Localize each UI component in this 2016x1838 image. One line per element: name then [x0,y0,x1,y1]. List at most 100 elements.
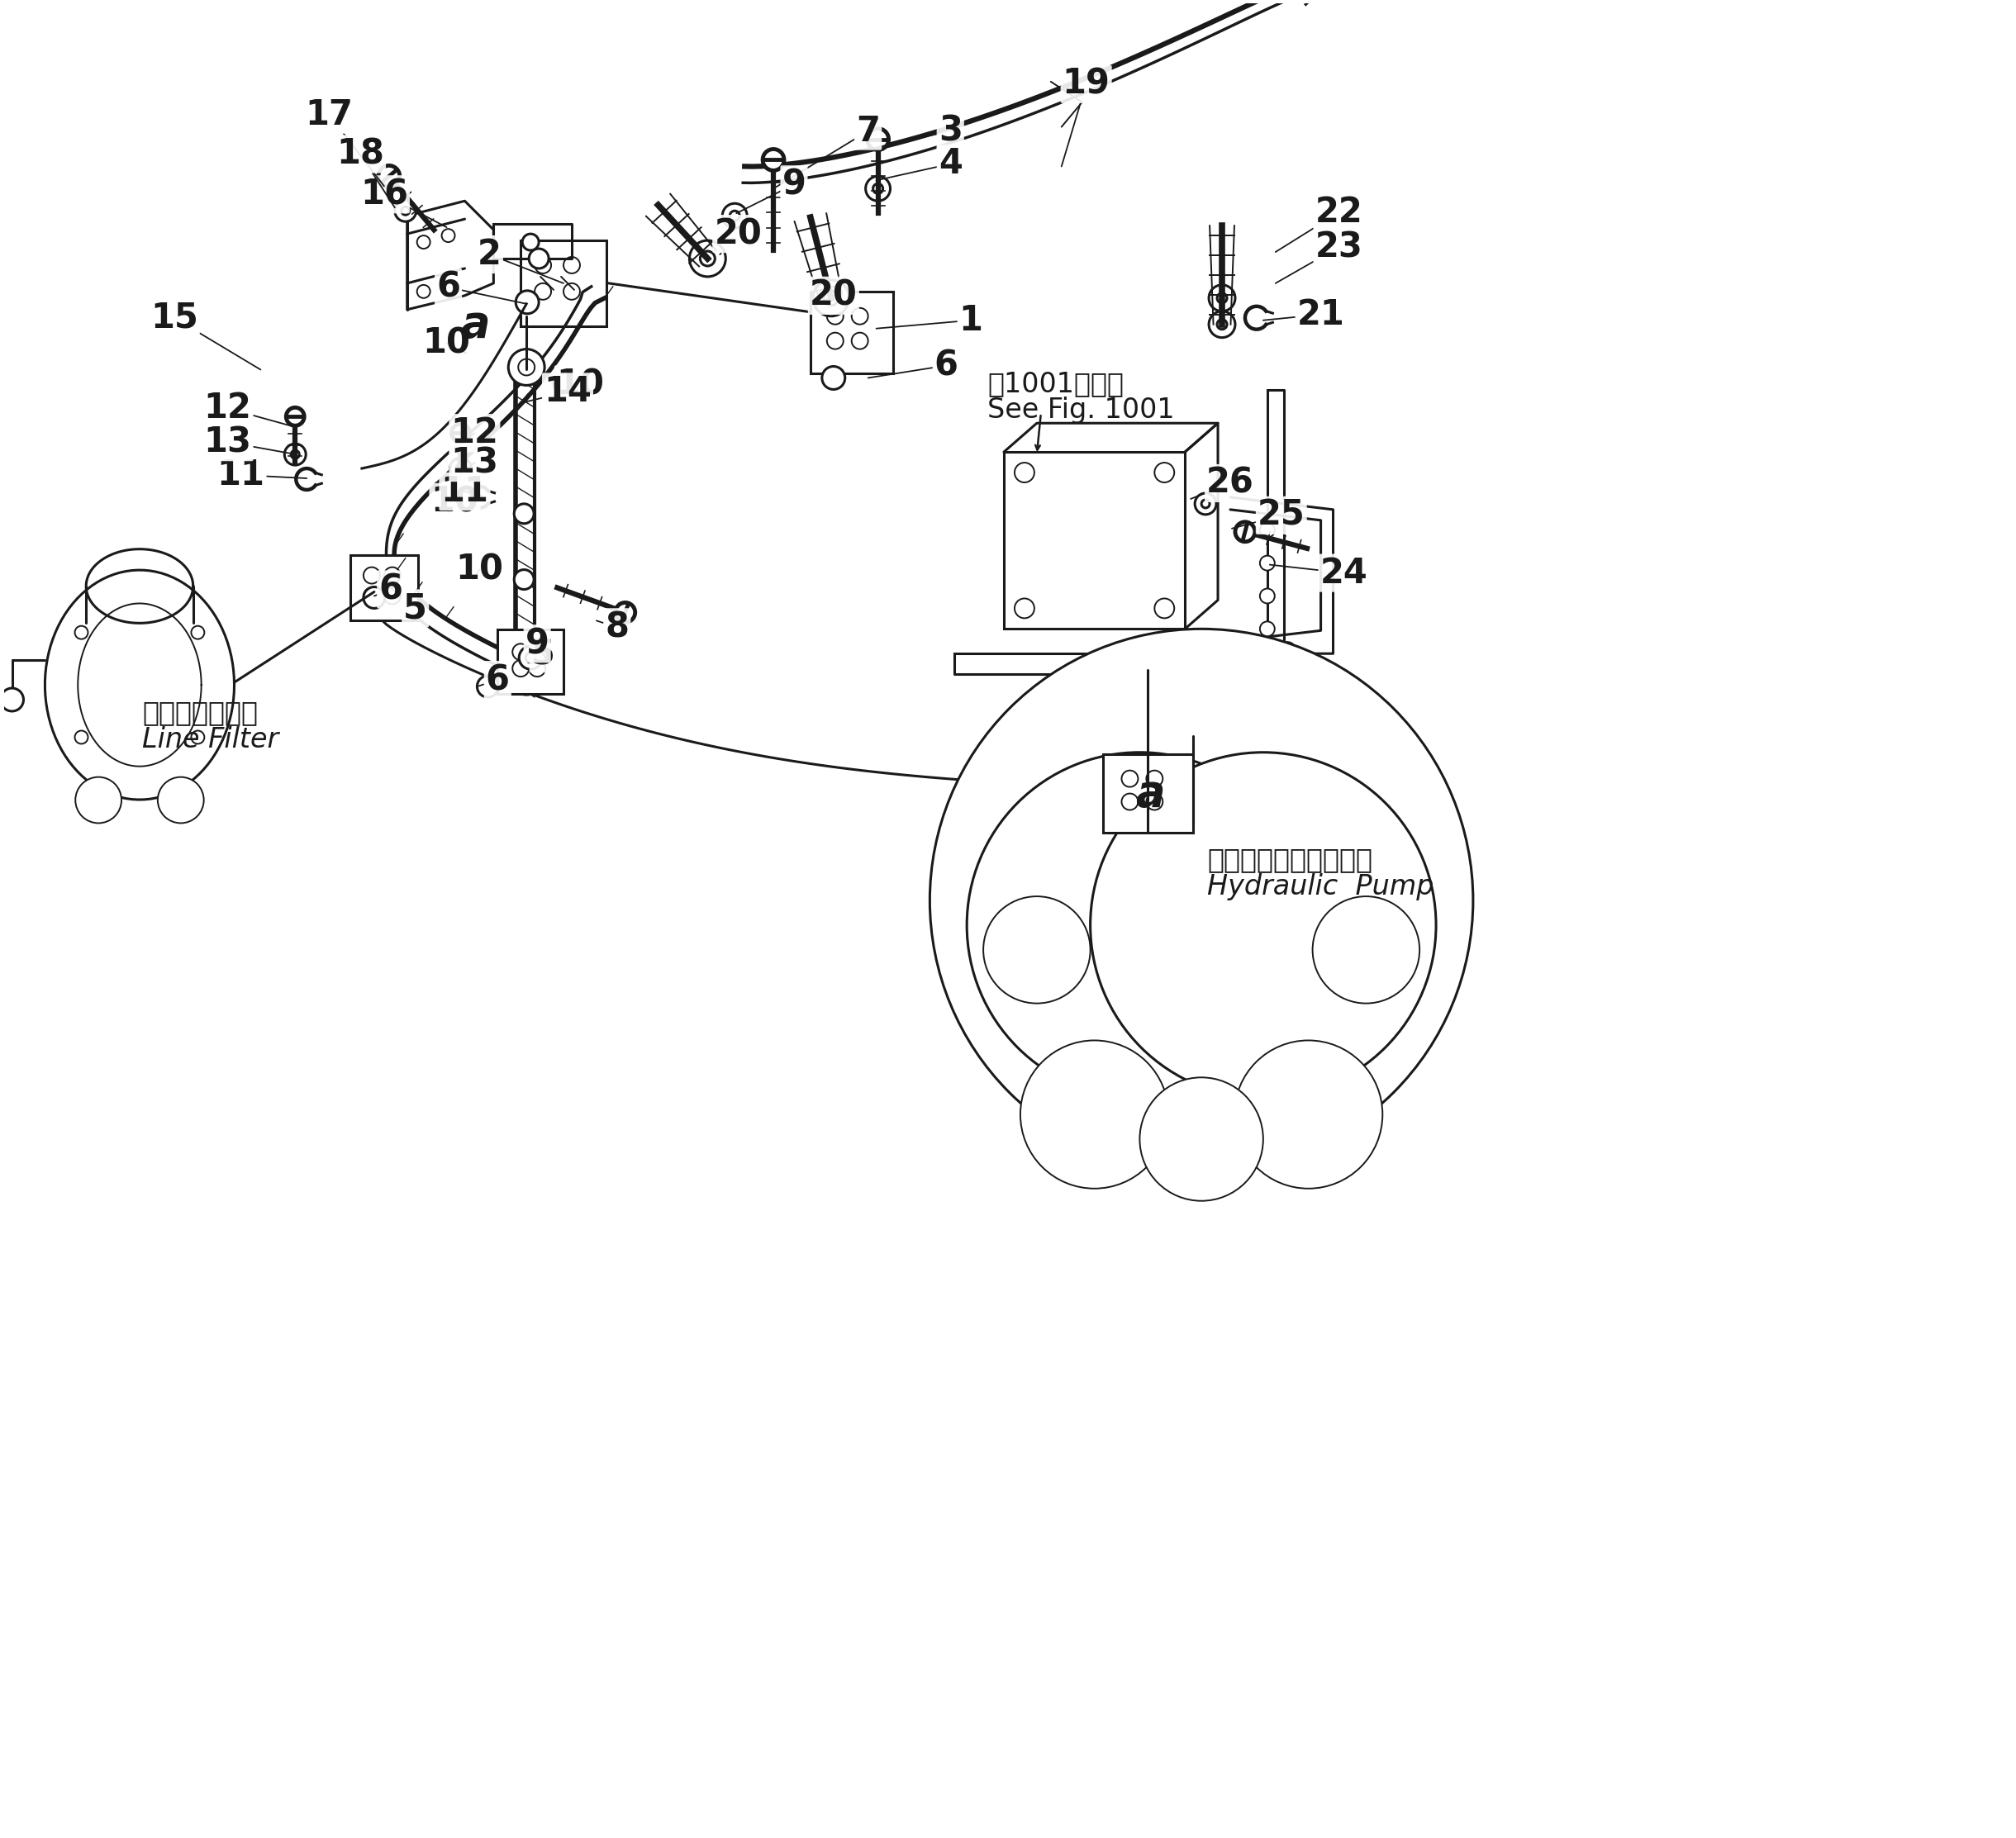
Circle shape [722,204,748,228]
Text: 20: 20 [810,278,857,312]
Circle shape [528,248,548,268]
Text: 6: 6 [375,572,403,607]
Bar [1103,754,1193,833]
Circle shape [696,246,720,270]
Circle shape [1236,522,1254,542]
Text: 6: 6 [478,662,510,697]
Circle shape [818,287,843,309]
Circle shape [0,687,24,711]
Circle shape [363,568,379,584]
Circle shape [534,283,550,300]
Circle shape [526,652,536,664]
Circle shape [1020,1040,1169,1189]
Circle shape [1210,311,1236,338]
Circle shape [1014,463,1034,482]
Circle shape [1014,599,1034,618]
Text: 14: 14 [522,375,591,410]
Text: 10: 10 [456,551,504,586]
Text: 6: 6 [435,270,526,305]
Text: Hydraulic  Pump: Hydraulic Pump [1208,873,1433,901]
Circle shape [75,777,121,823]
Circle shape [528,660,546,676]
Circle shape [401,206,409,215]
Text: 9: 9 [736,167,806,213]
Bar [498,630,564,695]
Circle shape [456,465,466,472]
Text: 12: 12 [452,415,498,450]
Bar [520,241,607,327]
Circle shape [286,408,304,426]
Circle shape [1155,463,1173,482]
Text: 21: 21 [1264,298,1345,333]
Text: 5: 5 [530,636,554,671]
Text: 2: 2 [478,237,564,283]
Text: 13: 13 [204,425,296,460]
Circle shape [75,627,89,640]
Text: 18: 18 [337,136,395,208]
Circle shape [700,252,716,267]
Circle shape [615,603,635,623]
Text: 16: 16 [361,176,448,228]
Bar [1004,452,1185,629]
Circle shape [873,184,883,193]
Bar [351,555,417,621]
Circle shape [522,233,538,250]
Circle shape [1155,599,1173,618]
Text: 22: 22 [1276,195,1363,252]
Text: a: a [1135,772,1165,814]
Circle shape [762,149,784,171]
Text: 12: 12 [204,391,296,426]
Circle shape [192,732,204,744]
Circle shape [1260,555,1274,570]
Circle shape [75,732,89,744]
Circle shape [363,586,385,608]
Text: 8: 8 [597,610,629,645]
Circle shape [851,333,869,349]
Text: See Fig. 1001: See Fig. 1001 [988,397,1175,423]
Circle shape [1260,522,1274,537]
Circle shape [284,443,306,465]
Circle shape [395,200,415,222]
Circle shape [157,777,204,823]
Circle shape [1091,752,1435,1097]
Circle shape [564,257,581,274]
Circle shape [450,458,472,480]
Circle shape [518,669,534,686]
Circle shape [968,752,1312,1097]
Text: 第1001図参照: 第1001図参照 [988,369,1123,397]
Circle shape [1121,770,1139,787]
Circle shape [929,629,1474,1173]
Text: 10: 10 [423,325,470,360]
Circle shape [689,241,726,278]
Circle shape [823,366,845,390]
Text: 17: 17 [304,97,385,186]
Circle shape [512,660,528,676]
Circle shape [564,283,581,300]
Circle shape [865,176,891,200]
Text: 11: 11 [442,474,488,509]
Text: 25: 25 [1232,498,1304,533]
Text: 24: 24 [1270,555,1367,590]
Circle shape [516,290,538,314]
Text: Line Filter: Line Filter [141,726,278,754]
Text: 26: 26 [1191,465,1254,500]
Circle shape [827,309,843,323]
Circle shape [508,658,544,695]
Circle shape [1234,1040,1383,1189]
Text: ハイドロリックポンプ: ハイドロリックポンプ [1208,845,1373,873]
Text: 11: 11 [218,458,306,493]
Circle shape [812,279,849,316]
Circle shape [512,643,528,660]
Circle shape [825,290,839,305]
Text: 23: 23 [1276,230,1363,283]
Circle shape [514,570,534,590]
Circle shape [528,643,546,660]
Circle shape [290,450,298,458]
Circle shape [385,588,401,605]
Text: 20: 20 [714,217,762,254]
Text: 4: 4 [877,147,962,182]
Text: 15: 15 [151,300,260,369]
Circle shape [984,897,1091,1004]
Circle shape [730,211,740,221]
Circle shape [1218,292,1228,303]
